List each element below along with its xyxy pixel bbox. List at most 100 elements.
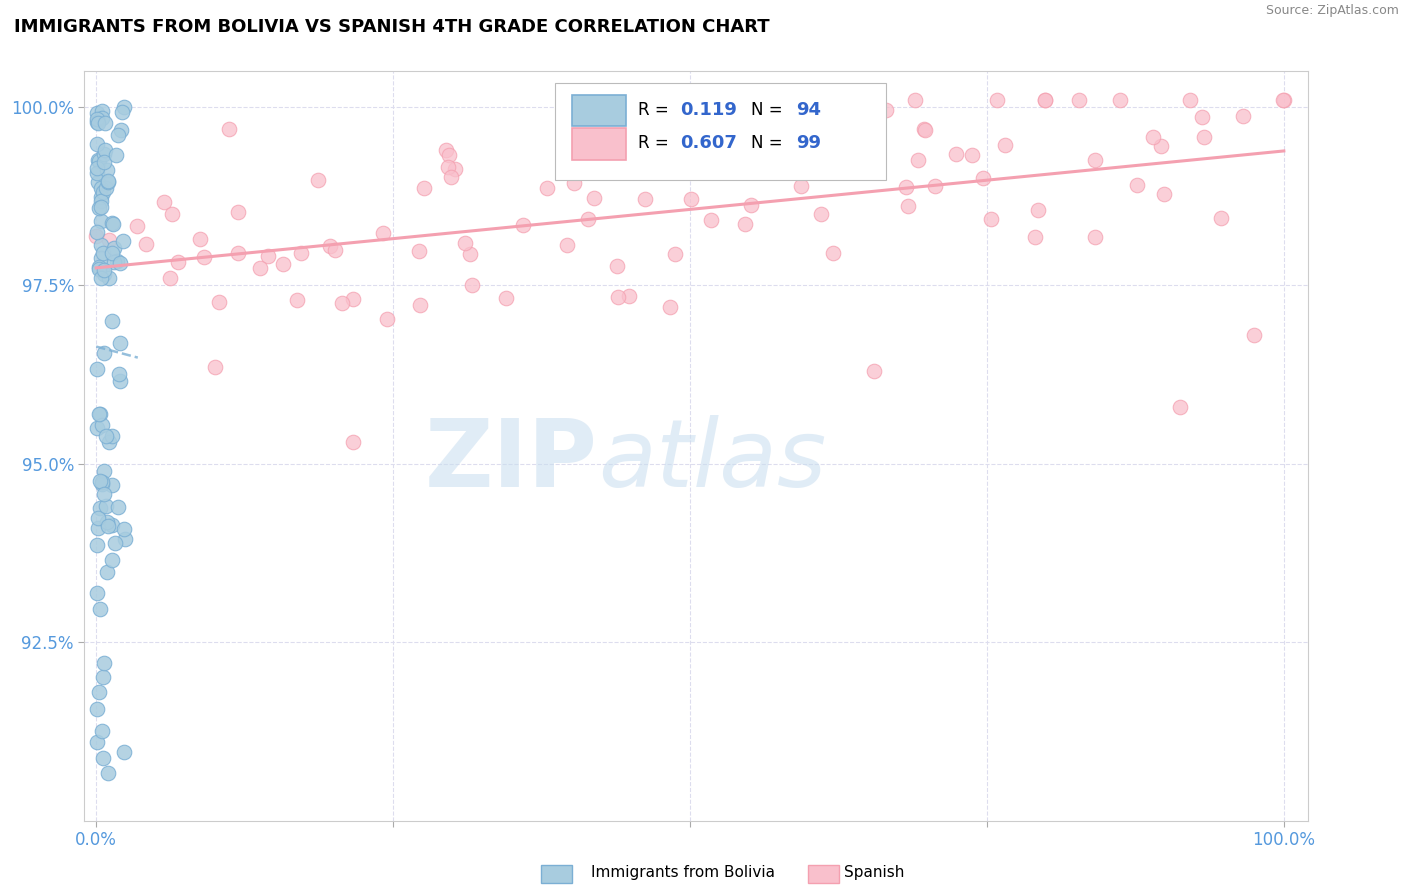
Point [93,267,115,281]
Point [86,421,108,435]
Point [90,200,112,214]
Point [536,181,558,195]
Point [1153,187,1175,202]
Point [167,255,190,269]
Point [96,515,118,529]
Point [89,501,111,516]
Point [104,535,127,549]
Point [87,175,110,189]
Point [375,311,398,326]
Point [582,191,605,205]
Point [89,602,111,616]
Point [100,429,122,443]
Point [562,176,585,190]
Point [94,116,117,130]
Point [110,336,132,351]
Point [90,111,112,125]
Point [204,359,226,374]
Point [761,139,783,153]
Point [86,225,108,239]
Point [1067,93,1090,107]
Point [97,766,120,780]
Point [606,290,628,304]
Point [87,511,110,525]
Point [93,263,115,277]
Point [101,217,124,231]
Point [107,500,129,514]
Point [90,238,112,252]
Point [103,241,125,255]
Text: ZIP: ZIP [425,415,598,507]
Point [159,270,181,285]
Point [896,180,918,194]
Point [1191,110,1213,124]
Point [495,292,517,306]
Point [86,112,108,126]
Point [408,244,430,258]
Point [91,670,114,684]
Point [89,262,111,277]
Point [127,219,149,233]
Point [86,734,108,748]
Point [617,289,640,303]
Point [460,246,482,260]
Point [330,296,353,310]
Point [96,428,118,442]
Point [86,161,108,176]
Point [461,277,484,292]
Text: Source: ZipAtlas.com: Source: ZipAtlas.com [1265,4,1399,18]
Point [100,553,122,567]
Point [945,147,967,161]
Point [97,175,120,189]
Point [512,219,534,233]
Text: N =: N = [751,135,783,153]
Point [86,106,108,120]
Point [84,229,107,244]
Point [89,153,111,168]
Text: 0.119: 0.119 [681,101,737,119]
Point [1026,202,1049,217]
Point [91,245,114,260]
Point [257,249,280,263]
Point [1194,129,1216,144]
Point [93,656,115,670]
Point [96,518,118,533]
Point [904,93,927,107]
Point [1243,328,1265,343]
Point [790,178,813,193]
Point [86,115,108,129]
Point [90,271,112,285]
Point [1168,400,1191,414]
Point [97,271,120,285]
Point [87,407,110,421]
Point [226,205,249,219]
Point [972,170,994,185]
Point [107,128,129,143]
Point [285,293,308,307]
Point [101,518,124,533]
Point [962,148,984,162]
Point [108,368,131,382]
Point [1232,109,1254,123]
Text: Immigrants from Bolivia: Immigrants from Bolivia [591,865,775,880]
Point [734,217,756,231]
Point [97,174,120,188]
Point [810,207,832,221]
Point [93,147,115,161]
Point [94,181,117,195]
Point [89,260,111,274]
Point [91,477,114,491]
FancyBboxPatch shape [555,83,886,180]
Point [1142,129,1164,144]
Text: Spanish: Spanish [844,865,904,880]
Point [454,235,477,250]
Point [994,137,1017,152]
Point [90,214,112,228]
Point [371,226,394,240]
Text: 99: 99 [796,135,821,153]
Point [98,233,121,247]
Point [342,435,364,450]
Point [342,292,364,306]
Point [86,362,108,376]
Point [437,160,460,174]
